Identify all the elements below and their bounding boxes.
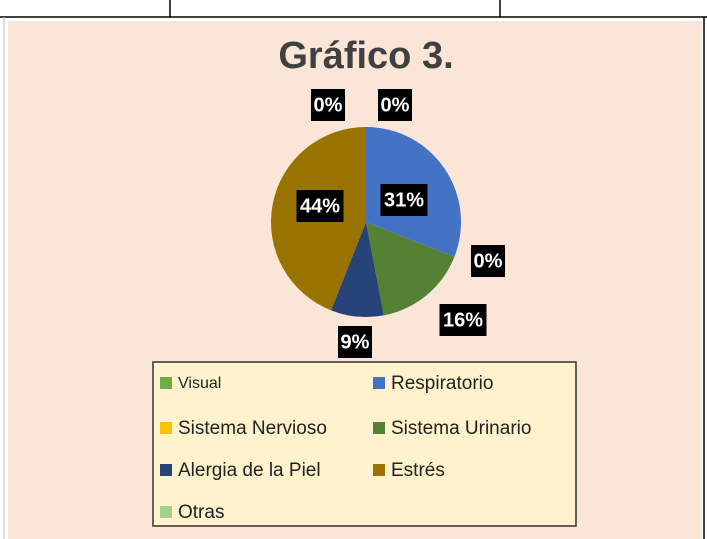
pie-slice — [366, 222, 455, 316]
pie-slice — [331, 222, 384, 317]
legend-label: Visual — [178, 375, 221, 392]
legend-box — [152, 361, 577, 527]
data-label: 0% — [474, 250, 503, 272]
data-label-box — [338, 326, 372, 358]
legend-label: Sistema Nervioso — [178, 418, 327, 439]
data-label: 16% — [443, 309, 483, 331]
data-label-box — [471, 245, 505, 277]
legend-label: Sistema Urinario — [391, 418, 531, 439]
legend-swatch — [160, 422, 172, 434]
legend-swatch — [373, 464, 385, 476]
data-label-box — [296, 190, 344, 222]
data-label-box — [311, 89, 345, 121]
chart-title: Gráfico 3. — [278, 35, 453, 77]
data-label-box — [378, 89, 412, 121]
data-label-box — [380, 184, 428, 216]
legend-swatch — [160, 464, 172, 476]
legend-label: Respiratorio — [391, 373, 493, 394]
data-label: 0% — [381, 94, 410, 116]
legend-label: Alergia de la Piel — [178, 460, 321, 481]
legend-swatch — [373, 377, 385, 389]
data-label: 0% — [314, 94, 343, 116]
legend-label: Otras — [178, 502, 224, 523]
data-label: 9% — [341, 331, 370, 353]
legend-swatch — [160, 506, 172, 518]
legend-swatch — [373, 422, 385, 434]
data-label: 31% — [384, 189, 424, 211]
legend-swatch — [160, 377, 172, 389]
data-label-box — [439, 304, 487, 336]
legend-label: Estrés — [391, 460, 445, 481]
data-label: 44% — [300, 195, 340, 217]
